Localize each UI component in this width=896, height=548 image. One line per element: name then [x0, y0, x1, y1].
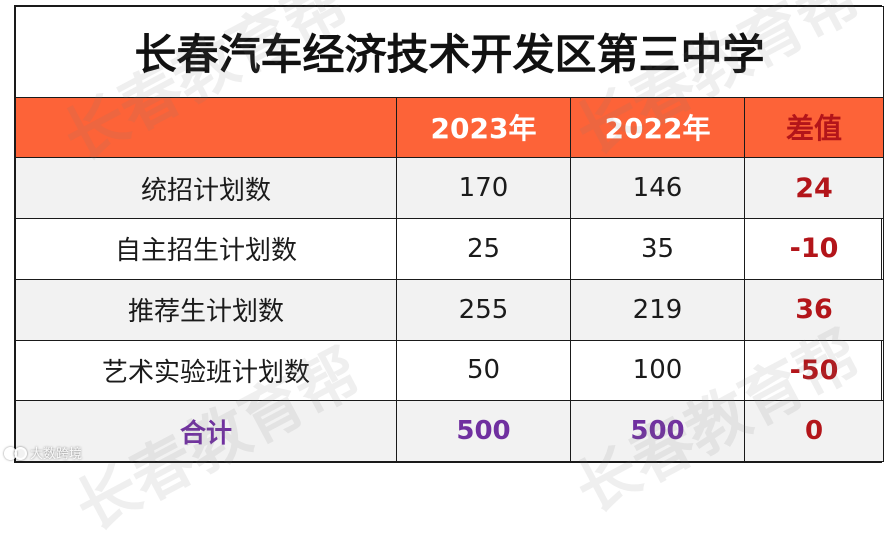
plan-table: 长春汽车经济技术开发区第三中学 2023年 2022年 差值 统招计划数 170…: [14, 6, 885, 462]
row-label: 推荐生计划数: [15, 278, 397, 341]
header-2022: 2022年: [570, 96, 745, 159]
row-2023-value: 25: [396, 218, 571, 280]
row-2023-value: 255: [396, 278, 571, 341]
table-row: 推荐生计划数 255 219 36: [15, 278, 885, 341]
row-label: 统招计划数: [15, 157, 397, 220]
total-row: 合计 500 500 0: [15, 400, 885, 462]
total-label: 合计: [15, 400, 397, 462]
table-row: 艺术实验班计划数 50 100 -50: [15, 339, 885, 402]
total-2022-value: 500: [570, 400, 745, 462]
row-label: 自主招生计划数: [15, 218, 397, 280]
table-title: 长春汽车经济技术开发区第三中学: [14, 6, 885, 98]
row-diff-value: 24: [743, 157, 885, 220]
row-2022-value: 100: [570, 339, 745, 402]
total-diff-value: 0: [743, 400, 885, 462]
header-diff: 差值: [743, 96, 885, 159]
row-diff-value: 36: [743, 278, 885, 341]
row-2022-value: 146: [570, 157, 745, 220]
row-2022-value: 219: [570, 278, 745, 341]
header-2023: 2023年: [396, 96, 571, 159]
table-row: 统招计划数 170 146 24: [15, 157, 885, 220]
logo-text: 大数跨境: [30, 447, 83, 462]
title-row: 长春汽车经济技术开发区第三中学: [14, 6, 885, 98]
logo-rings-icon: [4, 446, 27, 460]
row-diff-value: -10: [743, 218, 885, 280]
row-2023-value: 170: [396, 157, 571, 220]
row-diff-value: -50: [743, 339, 885, 402]
source-logo: 大数跨境: [4, 443, 82, 462]
row-2022-value: 35: [570, 218, 745, 280]
row-2023-value: 50: [396, 339, 571, 402]
total-2023-value: 500: [396, 400, 571, 462]
row-label: 艺术实验班计划数: [15, 339, 397, 402]
header-label-blank: [15, 96, 397, 159]
table-row: 自主招生计划数 25 35 -10: [15, 218, 885, 280]
score-plan-table-sheet: 长春汽车经济技术开发区第三中学 2023年 2022年 差值 统招计划数 170…: [14, 5, 885, 463]
header-row: 2023年 2022年 差值: [15, 96, 885, 159]
